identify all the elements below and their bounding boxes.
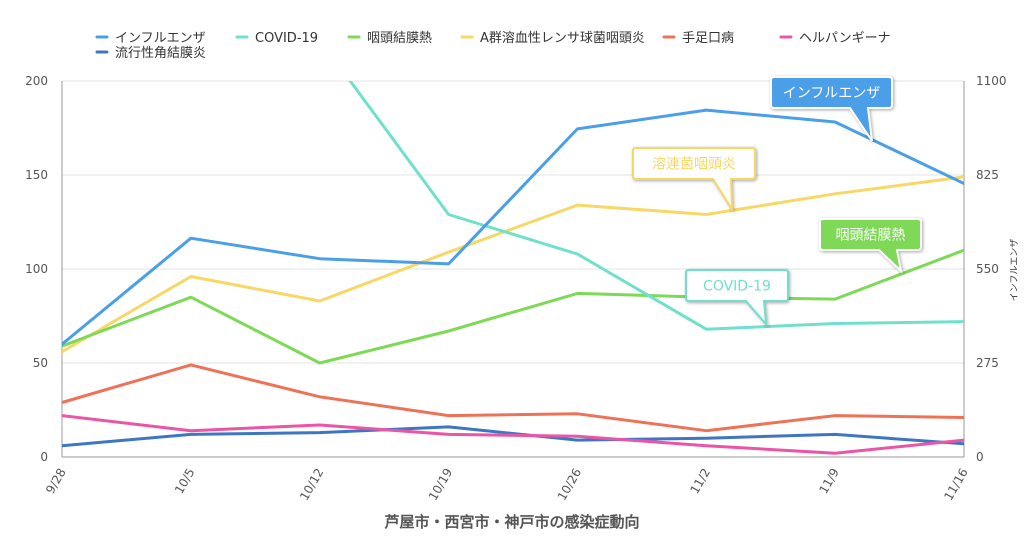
x-tick-label: 11/2 [687,466,713,496]
legend-item-label: 手足口病 [682,31,734,46]
y-right-tick-label: 825 [976,168,999,182]
callout-label: 溶連菌咽頭炎 [652,157,736,173]
x-tick-label: 11/9 [816,466,842,496]
series-lines [62,81,964,455]
callout-label: インフルエンザ [783,86,881,102]
y-right-tick-label: 0 [976,450,984,464]
series-line [62,425,964,448]
legend-item-label: 流行性角結膜炎 [115,46,206,61]
series-line [62,175,964,354]
callout: インフルエンザ [770,76,893,142]
y-left-tick-label: 100 [25,262,48,276]
x-tick-label: 10/12 [297,466,326,503]
series-line [62,108,964,346]
series-line [62,248,964,365]
callout-box [770,76,893,142]
legend-item-label: 咽頭結膜熱 [367,31,432,46]
legend: インフルエンザ COVID-19 咽頭結膜熱 A群溶血性レンサ球菌咽頭炎 手足口病 ヘルパ… [95,31,891,61]
callout: COVID-19 [685,269,789,327]
y-right-tick-label: 275 [976,356,999,370]
y-left-tick-label: 150 [25,168,48,182]
legend-item-label: ヘルパンギーナ [799,31,891,46]
x-tick-label: 10/19 [426,466,455,503]
series-line [348,81,964,331]
series-line [62,414,964,455]
callout: 咽頭結膜熱 [819,218,922,274]
callout-box [819,218,922,274]
y-left-tick-label: 50 [33,356,48,370]
callout: 溶連菌咽頭炎 [632,147,756,213]
legend-item-label: A群溶血性レンサ球菌咽頭炎 [480,31,645,46]
callout-label: 咽頭結膜熱 [836,228,906,244]
x-tick-label: 9/28 [43,466,69,496]
legend-item-label: COVID-19 [255,31,318,46]
callout-label: COVID-19 [703,279,771,295]
legend-item-label: インフルエンザ [115,31,206,46]
series-line [62,363,964,433]
y-right-tick-label: 1100 [976,74,1007,88]
right-axis-title: インフルエンザ [1009,239,1020,302]
grid [62,80,964,458]
x-tick-label: 11/16 [941,466,970,503]
callout-box [685,269,789,327]
y-right-tick-label: 550 [976,262,999,276]
x-tick-label: 10/5 [172,466,198,496]
y-left-tick-label: 0 [40,450,48,464]
chart-title: 芦屋市・西宮市・神戸市の感染症動向 [384,513,639,531]
x-tick-label: 10/26 [555,466,584,503]
callout-box [632,147,756,213]
y-left-tick-label: 200 [25,74,48,88]
